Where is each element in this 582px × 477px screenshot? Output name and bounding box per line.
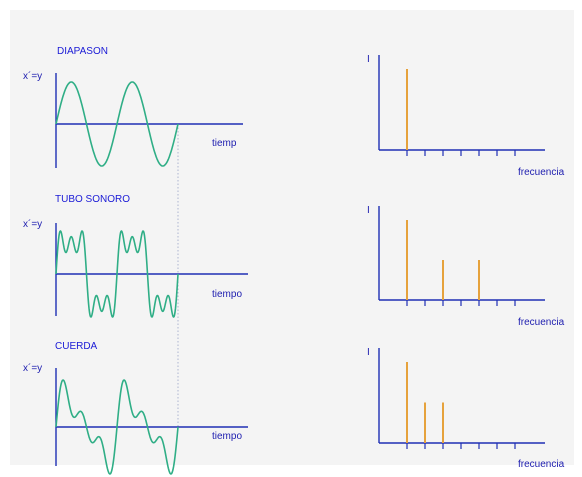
diapason-waveform xyxy=(55,81,179,167)
diapason-y-label: x´=y xyxy=(23,71,43,82)
diapason-spectrum-x-label: frecuencia xyxy=(518,167,565,178)
cuerda-spectrum-y-label: I xyxy=(367,347,370,358)
cuerda-waveform xyxy=(55,379,179,475)
diapason-spectrum-y-label: I xyxy=(367,54,370,65)
tubo-sonoro-waveform xyxy=(55,230,179,318)
tubo-sonoro-spectrum-y-label: I xyxy=(367,205,370,216)
diapason-x-label: tiemp xyxy=(212,138,237,149)
cuerda-spectrum-x-label: frecuencia xyxy=(518,459,565,470)
tubo-sonoro-spectrum-x-label: frecuencia xyxy=(518,317,565,328)
tubo-sonoro-title: TUBO SONORO xyxy=(55,194,131,205)
diapason-title: DIAPASON xyxy=(57,46,108,57)
tubo-sonoro-x-label: tiempo xyxy=(212,289,243,300)
cuerda-title: CUERDA xyxy=(55,341,98,352)
tubo-sonoro-y-label: x´=y xyxy=(23,219,43,230)
cuerda-y-label: x´=y xyxy=(23,363,43,374)
cuerda-x-label: tiempo xyxy=(212,431,243,442)
diagram-background xyxy=(10,10,574,465)
